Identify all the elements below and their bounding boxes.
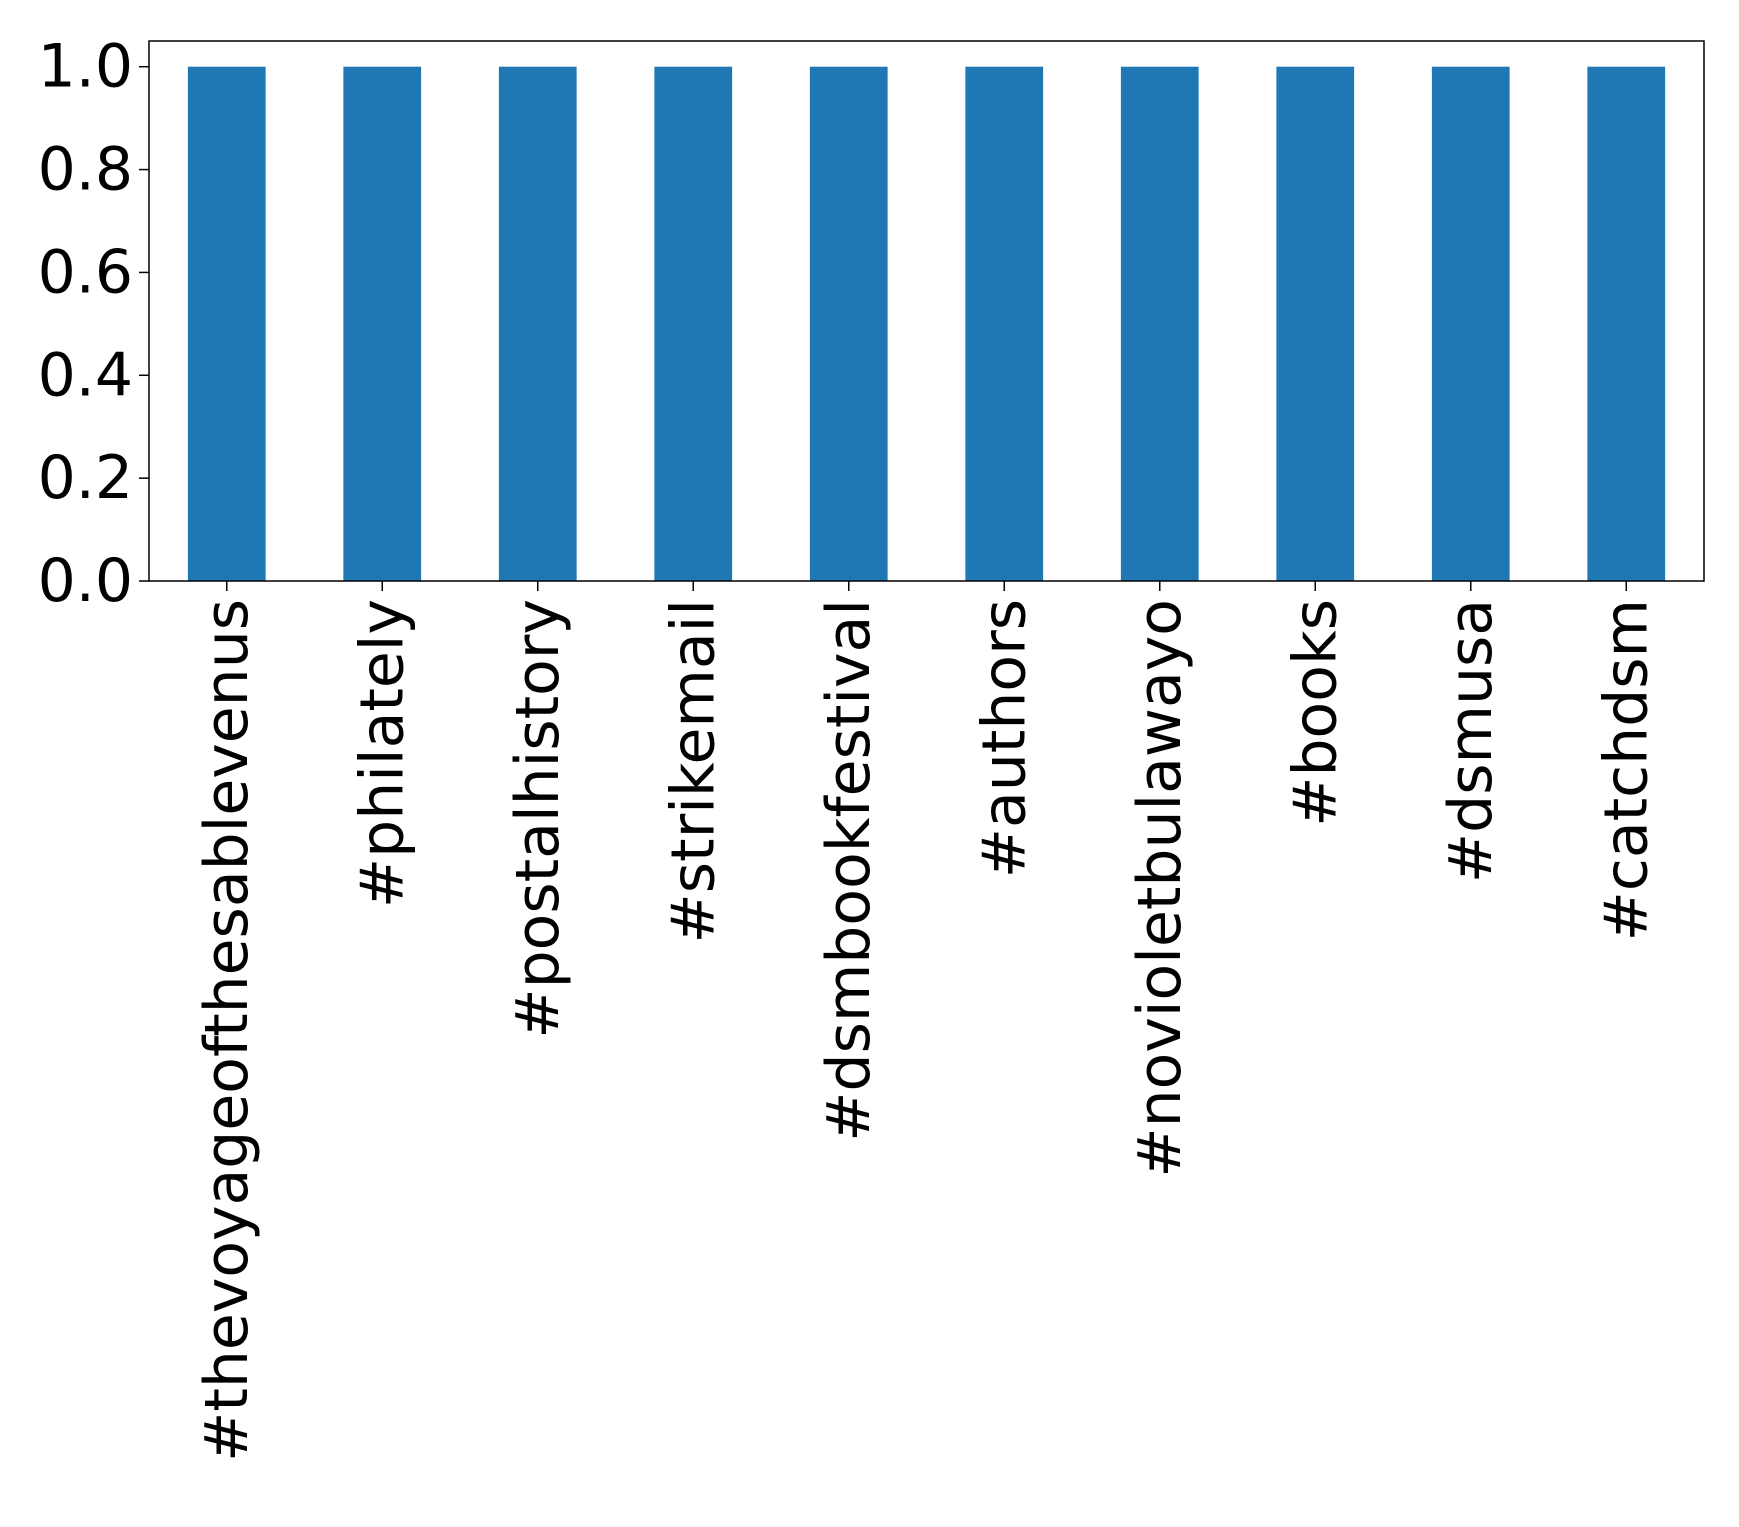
x-tick-label: #thevoyageofthesablevenus [192,599,262,1462]
x-tick-label: #catchdsm [1591,599,1661,941]
bar-7 [1276,66,1355,581]
y-tick-label: 0.6 [38,237,133,307]
bar-8 [1431,66,1510,581]
y-tick-label: 0.0 [38,546,133,616]
bar-6 [1120,66,1199,581]
bar-1 [343,66,422,581]
bar-0 [187,66,266,581]
x-tick-label: #authors [969,599,1039,878]
bar-2 [498,66,577,581]
x-tick-label: #dsmbookfestival [814,599,884,1142]
bar-5 [965,66,1044,581]
x-tick-label: #strikemail [658,599,728,943]
x-tick-label: #dsmusa [1436,599,1506,883]
x-axis: #thevoyageofthesablevenus #philately #post… [192,581,1661,1462]
y-tick-label: 0.4 [38,340,133,410]
bars-group [187,66,1666,581]
bar-4 [809,66,888,581]
y-tick-label: 0.2 [38,443,133,513]
x-tick-label: #books [1280,599,1350,827]
y-tick-label: 1.0 [38,32,133,102]
bar-3 [654,66,733,581]
x-tick-label: #postalhistory [503,599,573,1039]
y-tick-label: 0.8 [38,135,133,205]
x-tick-label: #novioletbulawayo [1125,599,1195,1178]
y-axis: 0.0 0.2 0.4 0.6 0.8 1.0 [38,32,149,616]
bar-9 [1587,66,1666,581]
plot-frame [148,40,1705,582]
x-tick-label: #philately [347,599,417,908]
